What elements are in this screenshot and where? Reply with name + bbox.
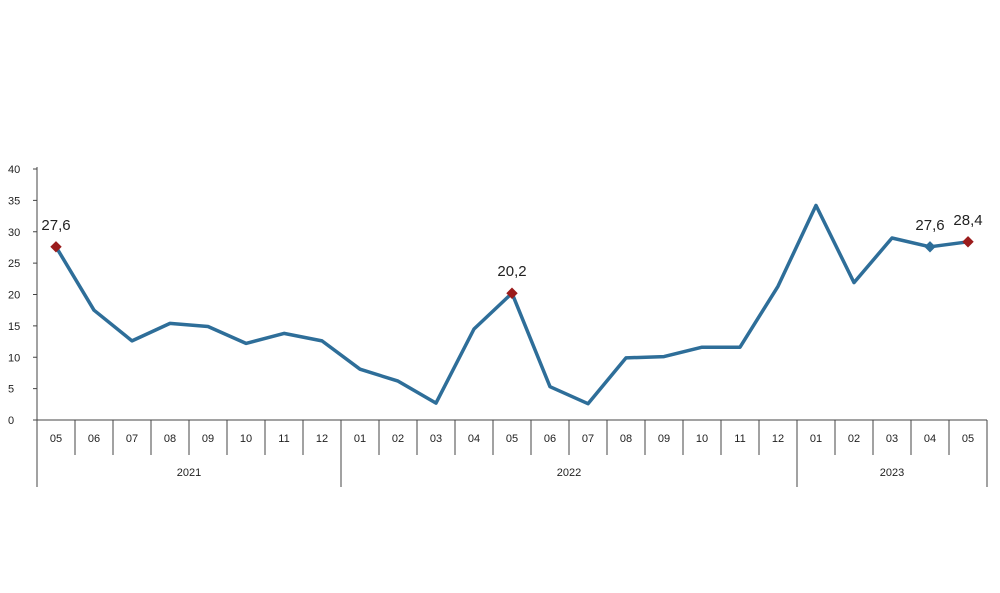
x-tick-label: 05 xyxy=(50,433,62,445)
data-point-marker xyxy=(506,287,518,299)
x-tick-label: 02 xyxy=(392,433,404,445)
x-tick-label: 07 xyxy=(126,433,138,445)
year-label: 2021 xyxy=(177,467,201,479)
data-point-marker xyxy=(962,236,974,248)
x-tick-label: 05 xyxy=(962,433,974,445)
data-label: 27,6 xyxy=(915,217,944,234)
y-tick-label: 0 xyxy=(8,415,14,427)
series-line xyxy=(54,203,969,406)
x-tick-label: 11 xyxy=(734,433,745,445)
x-tick-label: 11 xyxy=(278,433,289,445)
x-tick-label: 08 xyxy=(164,433,176,445)
x-tick-label: 01 xyxy=(810,433,822,445)
y-tick-label: 5 xyxy=(8,384,14,396)
y-tick-label: 35 xyxy=(8,195,20,207)
data-label: 20,2 xyxy=(497,263,526,280)
x-tick-label: 04 xyxy=(924,433,936,445)
x-tick-label: 01 xyxy=(354,433,366,445)
x-tick-label: 05 xyxy=(506,433,518,445)
x-tick-label: 09 xyxy=(202,433,214,445)
x-tick-label: 03 xyxy=(886,433,898,445)
x-tick-label: 10 xyxy=(696,433,708,445)
y-tick-label: 25 xyxy=(8,258,20,270)
year-label: 2022 xyxy=(557,467,581,479)
x-tick-label: 08 xyxy=(620,433,632,445)
x-tick-label: 04 xyxy=(468,433,480,445)
year-label: 2023 xyxy=(880,467,904,479)
x-tick-label: 06 xyxy=(544,433,556,445)
x-tick-label: 12 xyxy=(316,433,328,445)
x-tick-label: 03 xyxy=(430,433,442,445)
x-tick-label: 12 xyxy=(772,433,784,445)
x-tick-label: 06 xyxy=(88,433,100,445)
y-tick-label: 10 xyxy=(8,352,20,364)
y-tick-label: 30 xyxy=(8,227,20,239)
x-tick-label: 09 xyxy=(658,433,670,445)
data-label: 28,4 xyxy=(953,212,982,229)
y-tick-label: 20 xyxy=(8,290,20,302)
data-point-marker xyxy=(924,241,936,253)
x-tick-label: 02 xyxy=(848,433,860,445)
x-tick-label: 07 xyxy=(582,433,594,445)
y-tick-label: 40 xyxy=(8,164,20,176)
data-label: 27,6 xyxy=(41,217,70,234)
data-point-marker xyxy=(50,241,62,253)
y-tick-label: 15 xyxy=(8,321,20,333)
x-tick-label: 10 xyxy=(240,433,252,445)
